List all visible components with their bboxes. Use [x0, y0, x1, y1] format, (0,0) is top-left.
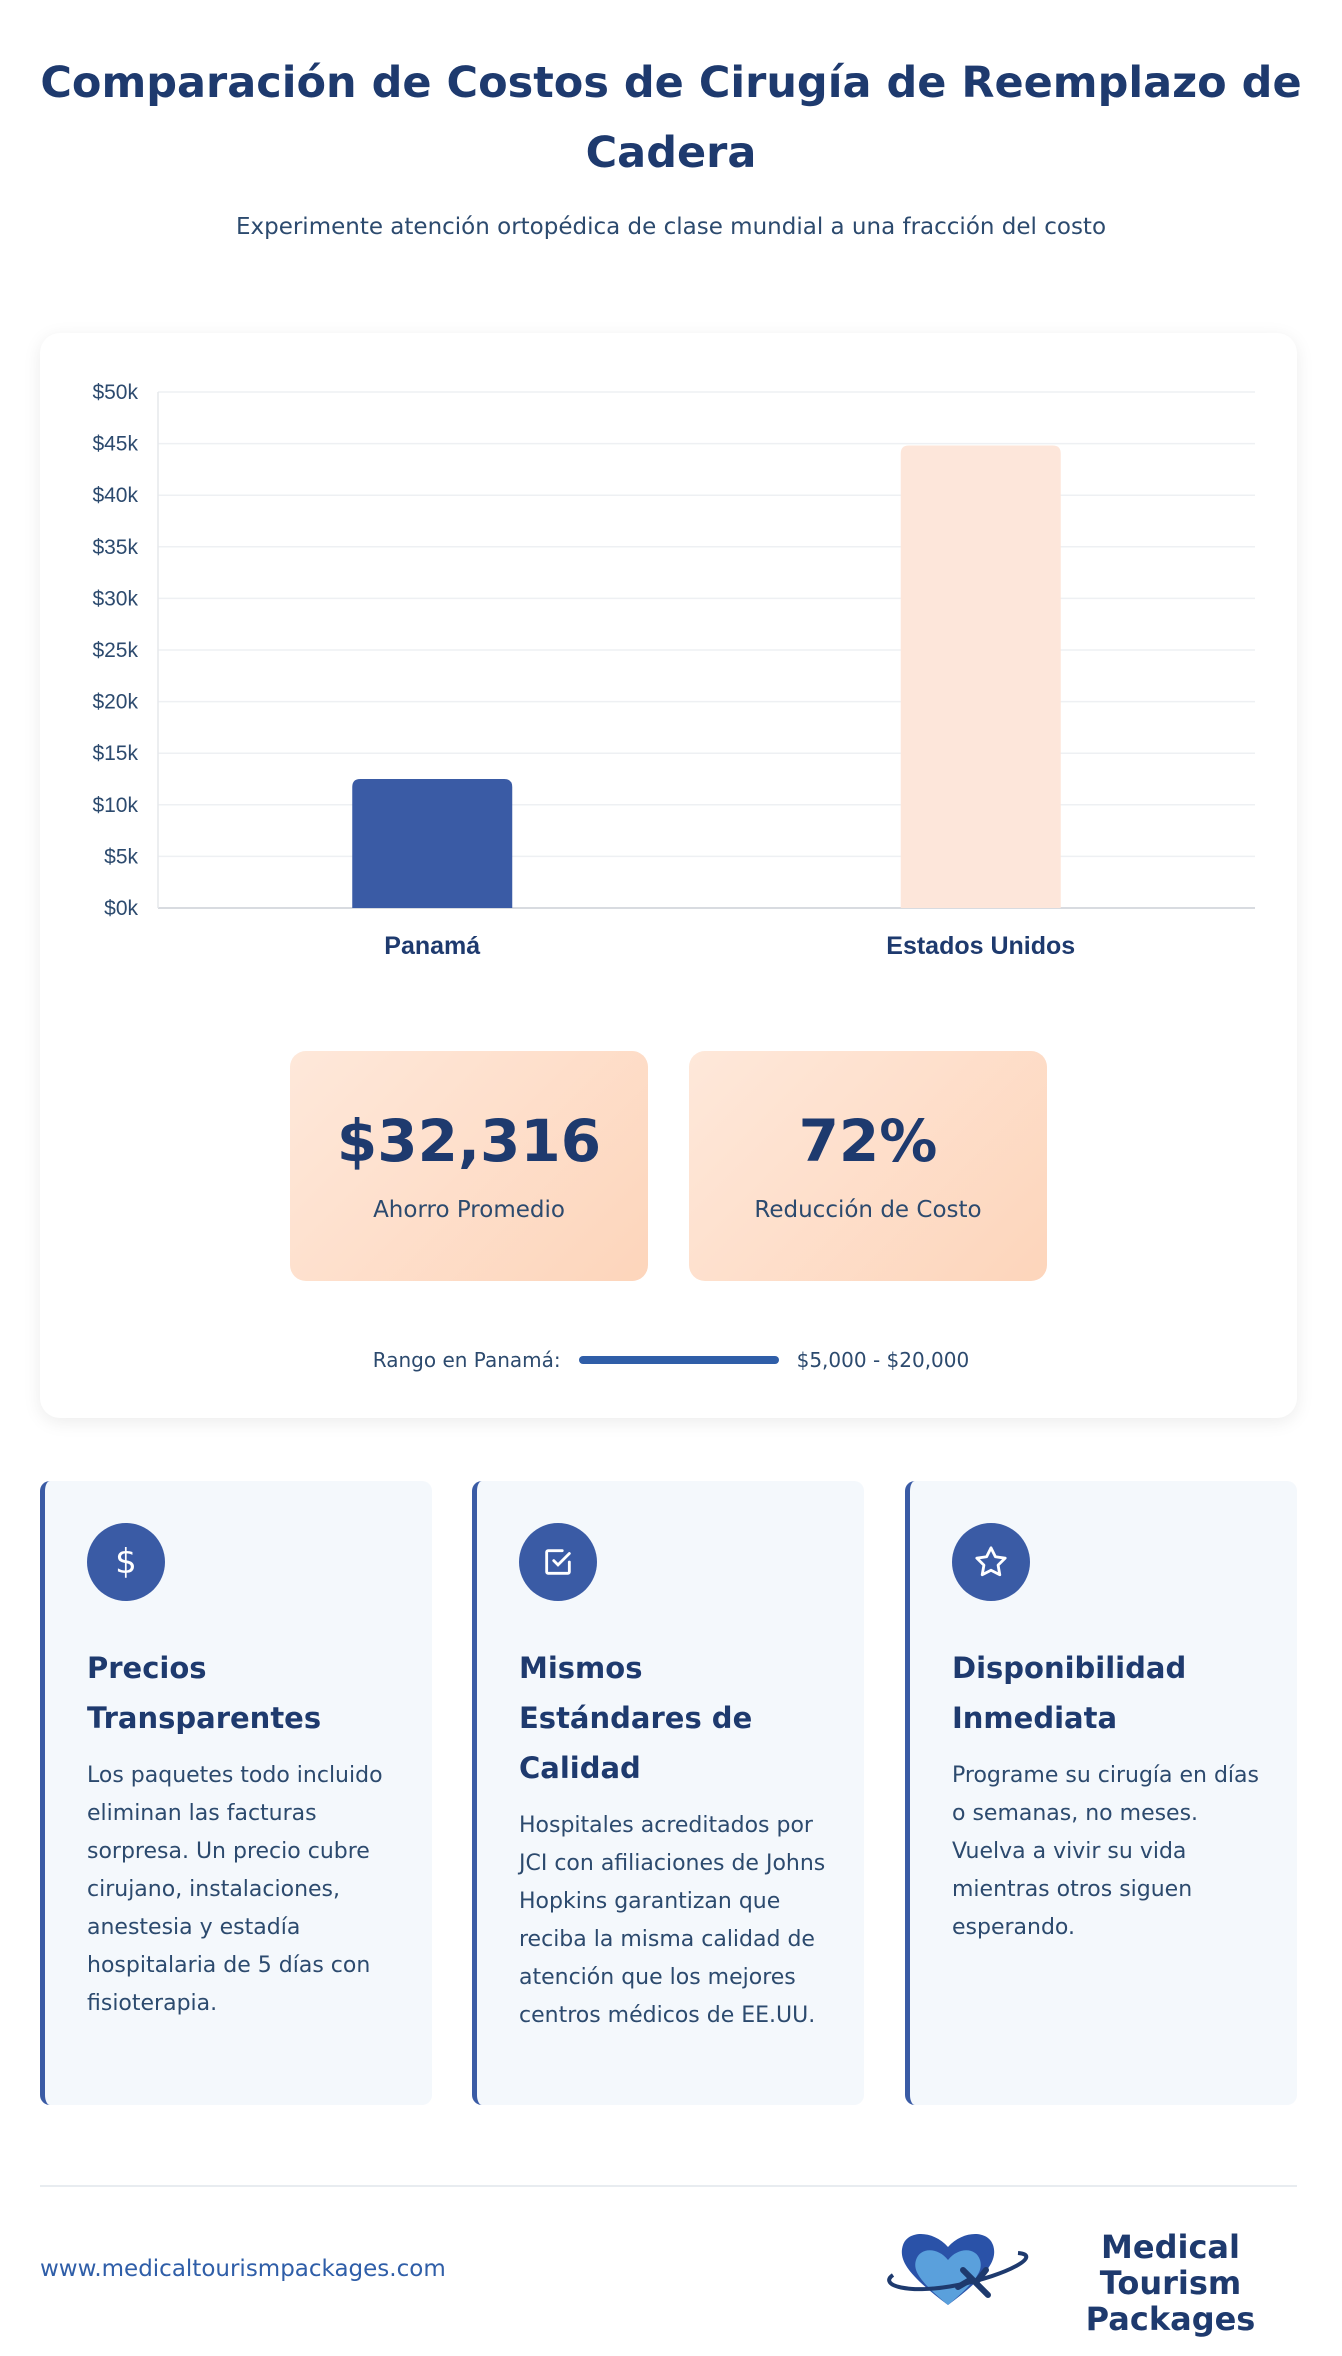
y-tick-label: $40k [92, 484, 138, 507]
stat-reduction: 72% Reducción de Costo [689, 1051, 1047, 1281]
y-tick-label: $10k [92, 794, 138, 817]
cost-chart: $0k $5k $10k $15k $20k $25k $30k $35k $40k $45k $5… [92, 381, 1255, 960]
feature-card-availability: Disponibilidad Inmediata Programe su cir… [905, 1481, 1297, 2105]
feature-card-transparent-prices: $ Precios Transparentes Los paquetes tod… [40, 1481, 432, 2105]
y-tick-label: $35k [92, 536, 138, 559]
y-tick-label: $45k [92, 433, 138, 456]
stat-value: 72% [798, 1107, 938, 1175]
logo-text: Packages [1085, 2300, 1256, 2338]
y-tick-label: $5k [104, 845, 138, 868]
stat-label: Ahorro Promedio [373, 1197, 565, 1223]
stat-label: Reducción de Costo [754, 1197, 982, 1223]
dollar-icon: $ [87, 1523, 165, 1601]
stat-savings: $32,316 Ahorro Promedio [290, 1051, 648, 1281]
logo: Medical Tourism Packages [878, 2225, 1298, 2337]
range-bar [578, 1356, 779, 1364]
y-tick-label: $25k [92, 639, 138, 662]
y-tick-label: $0k [104, 897, 138, 920]
feature-text: Los paquetes todo incluido eliminan las … [87, 1763, 383, 2016]
heart-plane-logo-icon [887, 2233, 1028, 2305]
range-value: $5,000 - $20,000 [796, 1348, 970, 1372]
logo-text: Medical Tourism [1099, 2228, 1242, 2302]
y-tick-label: $15k [92, 742, 138, 765]
bar-1 [900, 445, 1061, 908]
footer-url[interactable]: www.medicaltourismpackages.com [40, 2256, 446, 2282]
footer-divider [40, 2185, 1297, 2187]
x-tick-label: Panamá [384, 932, 480, 960]
price-range: Rango en Panamá: $5,000 - $20,000 [0, 1348, 1342, 1372]
chart-card [40, 333, 1297, 1418]
feature-title: Disponibilidad Inmediata [952, 1651, 1187, 1735]
range-label: Rango en Panamá: [372, 1348, 561, 1372]
stat-value: $32,316 [336, 1107, 602, 1175]
page-subtitle: Experimente atención ortopédica de clase… [235, 214, 1107, 240]
feature-title: Precios Transparentes [87, 1651, 322, 1735]
checkbox-icon [519, 1523, 597, 1601]
feature-text: Hospitales acreditados por JCI con afili… [519, 1813, 826, 2028]
x-tick-label: Estados Unidos [886, 932, 1075, 960]
y-tick-label: $50k [92, 381, 138, 404]
bar-0 [352, 779, 513, 908]
feature-text: Programe su cirugía en días o semanas, n… [952, 1763, 1259, 1940]
y-tick-label: $30k [92, 587, 138, 610]
star-icon [952, 1523, 1030, 1601]
feature-card-quality-standards: Mismos Estándares de Calidad Hospitales … [472, 1481, 864, 2105]
page-title: Comparación de Costos de Cirugía de Reem… [40, 58, 1302, 178]
y-tick-label: $20k [92, 691, 138, 714]
feature-title: Mismos Estándares de Calidad [519, 1651, 753, 1785]
